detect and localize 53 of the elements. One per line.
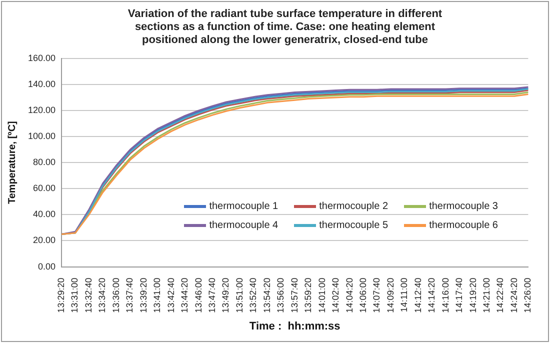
x-tick-label: 14:19:20	[468, 278, 478, 313]
y-tick-label: 0.00	[38, 261, 56, 272]
x-tick-label: 13:46:00	[193, 278, 204, 313]
x-tick-label: 13:57:40	[289, 278, 300, 313]
y-tick-label: 120.00	[28, 104, 56, 115]
x-tick-label: 14:02:40	[330, 278, 341, 313]
x-tick-label: 14:24:20	[508, 278, 519, 313]
y-tick-label: 80.00	[32, 157, 56, 168]
x-tick-label: 13:29:20	[56, 278, 66, 313]
x-tick-label: 14:16:00	[440, 278, 450, 313]
y-tick-label: 100.00	[28, 131, 56, 142]
x-tick-label: 13:41:00	[152, 278, 162, 313]
x-tick-label: 14:09:20	[385, 278, 396, 313]
x-tick-label: 14:17:40	[454, 278, 464, 313]
x-tick-label: 13:59:20	[303, 278, 314, 313]
y-tick-label: 160.00	[28, 52, 56, 63]
x-tick-label: 13:49:20	[220, 278, 231, 313]
x-tick-label: 13:56:00	[276, 278, 286, 313]
legend-label: thermocouple 2	[319, 201, 388, 212]
x-tick-label: 14:12:40	[412, 278, 423, 313]
y-tick-label: 20.00	[32, 235, 56, 246]
y-tick-label: 140.00	[28, 78, 56, 89]
x-tick-label: 14:11:00	[399, 278, 410, 312]
x-tick-label: 13:51:00	[234, 278, 244, 313]
x-tick-label: 13:54:20	[262, 278, 272, 313]
legend-label: thermocouple 6	[429, 220, 498, 231]
x-tick-label: 14:01:00	[316, 278, 327, 313]
y-tick-label: 40.00	[32, 209, 56, 220]
x-tick-label: 13:39:20	[138, 278, 148, 313]
y-tick-label: 60.00	[32, 183, 56, 194]
legend-label: thermocouple 1	[209, 201, 278, 212]
x-tick-label: 14:06:00	[358, 278, 368, 313]
chart-title: Variation of the radiant tube surface temperature in different sections as a function of time. Case: one heating element positioned along the lower generatrix, closed-end tube	[126, 7, 444, 47]
x-tick-label: 14:22:40	[495, 278, 506, 313]
x-tick-label: 13:31:00	[70, 278, 80, 313]
x-tick-label: 14:14:20	[426, 278, 437, 313]
x-tick-label: 13:34:20	[97, 278, 108, 313]
x-tick-label: 14:26:00	[522, 278, 533, 313]
x-tick-label: 13:47:40	[206, 278, 217, 313]
legend-label: thermocouple 5	[319, 220, 388, 231]
x-tick-label: 13:36:00	[110, 278, 121, 313]
x-tick-label: 13:52:40	[248, 278, 258, 313]
legend-label: thermocouple 3	[429, 201, 498, 212]
x-tick-label: 14:04:20	[344, 278, 354, 313]
x-tick-label: 13:32:40	[83, 278, 94, 313]
x-axis-title: Time : hh:mm:ss	[249, 320, 340, 332]
x-tick-label: 13:44:20	[180, 278, 190, 313]
legend-label: thermocouple 4	[209, 220, 278, 231]
x-tick-label: 14:07:40	[372, 278, 382, 313]
x-tick-label: 14:21:00	[482, 278, 492, 313]
x-tick-label: 13:42:40	[166, 278, 176, 313]
y-axis-title: Temperature, [ºC]	[6, 121, 18, 204]
x-tick-label: 13:37:40	[124, 278, 135, 313]
